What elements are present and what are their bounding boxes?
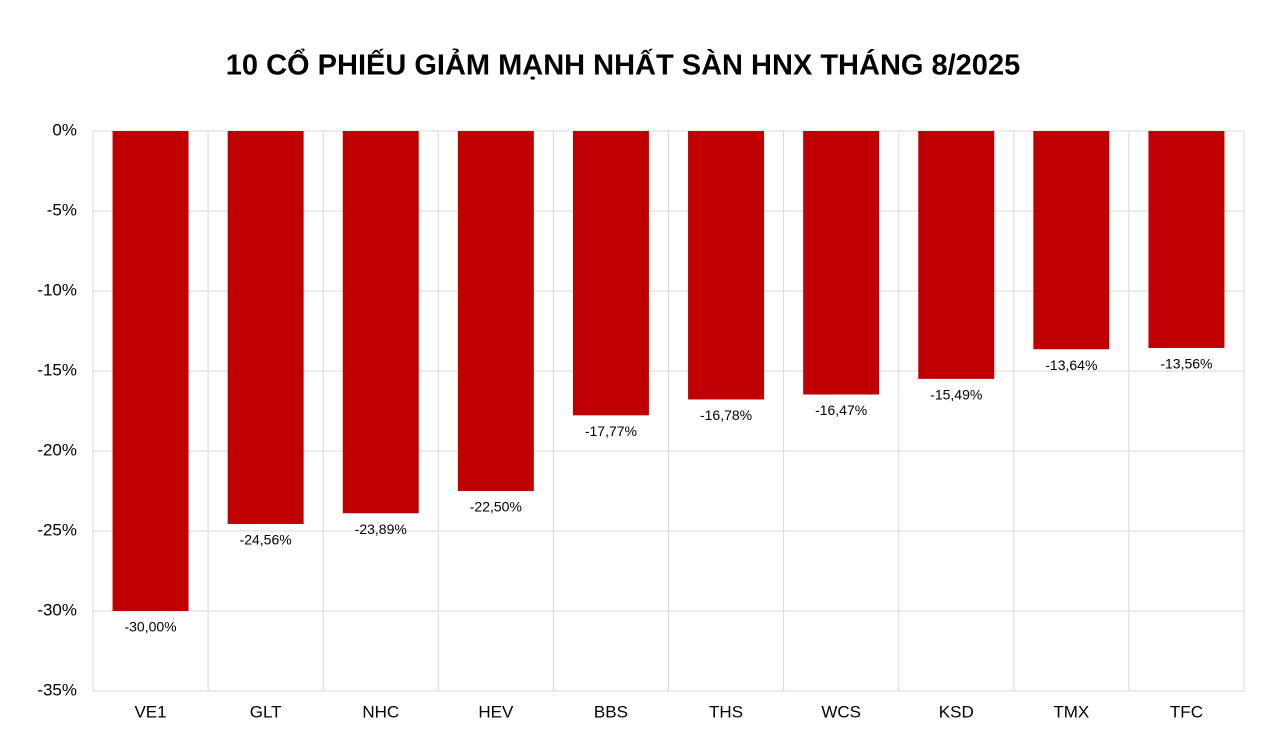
x-tick-label: BBS (594, 702, 628, 721)
value-label: -30,00% (124, 619, 176, 635)
bar (572, 131, 649, 416)
bar (342, 131, 419, 514)
x-tick-label: NHC (362, 702, 399, 721)
bar (688, 131, 765, 400)
x-tick-label: HEV (478, 702, 514, 721)
y-tick-label: -10% (37, 280, 77, 299)
bar (112, 131, 189, 611)
value-label: -15,49% (930, 387, 982, 403)
y-tick-label: -5% (47, 200, 77, 219)
bar (1148, 131, 1225, 348)
value-label: -16,78% (700, 407, 752, 423)
y-tick-label: 0% (52, 120, 77, 139)
x-tick-label: VE1 (134, 702, 166, 721)
y-tick-label: -30% (37, 600, 77, 619)
x-tick-label: TFC (1170, 702, 1203, 721)
bar (803, 131, 880, 395)
x-tick-label: KSD (939, 702, 974, 721)
value-label: -13,64% (1045, 357, 1097, 373)
y-tick-label: -15% (37, 360, 77, 379)
x-tick-label: THS (709, 702, 743, 721)
value-label: -13,56% (1160, 356, 1212, 372)
y-tick-label: -35% (37, 680, 77, 699)
value-label: -23,89% (355, 521, 407, 537)
value-label: -17,77% (585, 423, 637, 439)
x-tick-label: GLT (250, 702, 282, 721)
y-tick-label: -20% (37, 440, 77, 459)
x-tick-label: WCS (821, 702, 861, 721)
x-tick-label: TMX (1053, 702, 1089, 721)
bar (1033, 131, 1110, 350)
value-label: -16,47% (815, 402, 867, 418)
y-tick-label: -25% (37, 520, 77, 539)
value-label: -24,56% (240, 532, 292, 548)
bar (227, 131, 304, 524)
bar (457, 131, 534, 491)
bar (918, 131, 995, 379)
value-label: -22,50% (470, 499, 522, 515)
chart-title: 10 CỔ PHIẾU GIẢM MẠNH NHẤT SÀN HNX THÁNG… (226, 48, 1020, 82)
